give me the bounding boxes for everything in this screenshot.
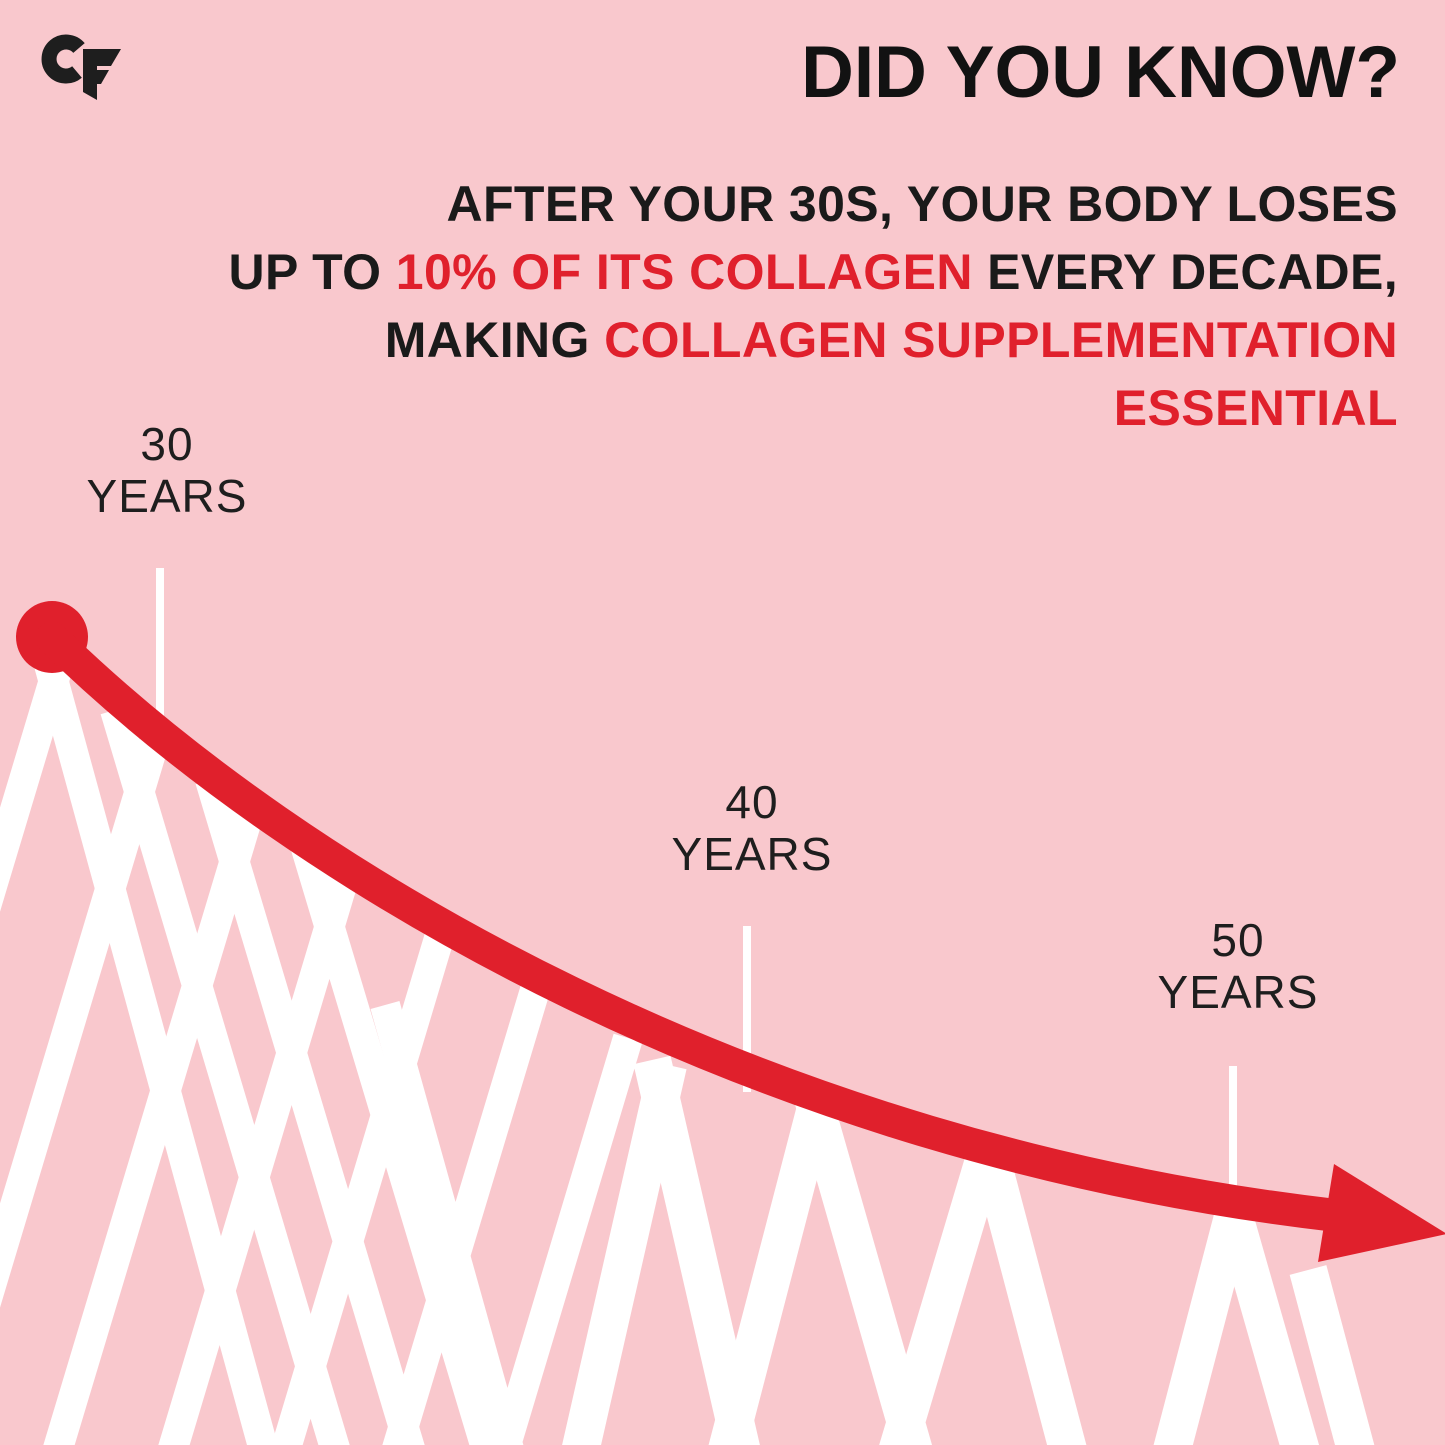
- fact-line-2: UP TO 10% OF ITS COLLAGEN EVERY DECADE,: [138, 238, 1398, 306]
- year-value: 50: [1211, 914, 1265, 966]
- year-unit: YEARS: [86, 470, 248, 522]
- curve-line: [35, 621, 1357, 1233]
- net-dense-left: [0, 654, 643, 1445]
- year-label-30: 30 YEARS: [57, 418, 277, 522]
- collagen-net-pattern: [0, 654, 1379, 1445]
- year-unit: YEARS: [1157, 966, 1319, 1018]
- year-label-50: 50 YEARS: [1128, 914, 1348, 1018]
- fact-highlight-essential: ESSENTIAL: [1113, 380, 1398, 436]
- fact-segment: EVERY DECADE,: [972, 244, 1398, 300]
- net-middle-peaks: [558, 1055, 1091, 1445]
- fact-segment: AFTER YOUR 30S, YOUR BODY LOSES: [446, 176, 1398, 232]
- fact-segment: UP TO: [228, 244, 396, 300]
- logo-letter-f: [83, 49, 121, 100]
- year-value: 40: [725, 776, 779, 828]
- fact-line-4: ESSENTIAL: [138, 374, 1398, 442]
- fact-line-1: AFTER YOUR 30S, YOUR BODY LOSES: [138, 170, 1398, 238]
- did-you-know-title: DID YOU KNOW?: [801, 32, 1400, 113]
- year-value: 30: [140, 418, 194, 470]
- logo-letter-c: [41, 34, 85, 84]
- fact-highlight-collagen-loss: 10% OF ITS COLLAGEN: [395, 244, 973, 300]
- year-unit: YEARS: [671, 828, 833, 880]
- collagen-decline-curve: [16, 601, 1445, 1262]
- net-right-peak: [1149, 1185, 1379, 1445]
- fact-line-3: MAKING COLLAGEN SUPPLEMENTATION: [138, 306, 1398, 374]
- fact-segment: MAKING: [384, 312, 605, 368]
- fact-text: AFTER YOUR 30S, YOUR BODY LOSES UP TO 10…: [138, 170, 1398, 442]
- fact-highlight-supplementation: COLLAGEN SUPPLEMENTATION: [604, 312, 1398, 368]
- cf-logo: [41, 34, 121, 100]
- curve-arrowhead-icon: [1318, 1164, 1445, 1262]
- year-label-40: 40 YEARS: [642, 776, 862, 880]
